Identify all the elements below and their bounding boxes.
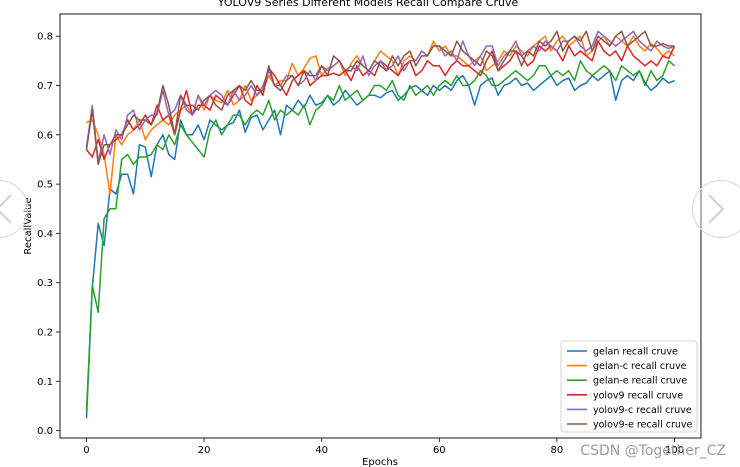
x-axis-label: Epochs xyxy=(362,457,398,467)
prev-nav-button[interactable] xyxy=(0,180,28,238)
x-tick-label: 80 xyxy=(551,445,564,456)
series-line xyxy=(85,69,675,419)
x-tick-label: 60 xyxy=(433,445,446,456)
y-tick-label: 0.7 xyxy=(37,81,53,92)
y-axis-label: RecallValue xyxy=(23,197,34,254)
series-lines xyxy=(85,30,676,419)
y-tick-label: 0.2 xyxy=(37,328,53,339)
y-tick-label: 0.3 xyxy=(37,278,53,289)
chevron-right-icon xyxy=(708,194,725,224)
chart-legend: gelan recall cruve gelan-c recall cruve ge… xyxy=(560,340,698,433)
series-line xyxy=(85,60,675,411)
chevron-left-icon xyxy=(0,194,12,224)
y-tick-label: 0.8 xyxy=(37,32,53,43)
series-line xyxy=(85,30,675,166)
x-tick-label: 100 xyxy=(665,445,684,456)
series-line xyxy=(85,40,676,161)
legend-box xyxy=(560,340,698,433)
legend-label: yolov9 recall cruve xyxy=(593,390,683,401)
legend-label: gelan recall cruve xyxy=(593,347,678,358)
x-tick-label: 40 xyxy=(315,445,328,456)
y-axis: 0.0 0.1 0.2 0.3 0.4 0.5 0.6 0.7 0.8 xyxy=(37,32,60,437)
legend-label: gelan-e recall cruve xyxy=(593,376,687,387)
next-nav-button[interactable] xyxy=(692,180,740,238)
x-tick-label: 20 xyxy=(198,445,211,456)
legend-label: gelan-c recall cruve xyxy=(593,361,687,372)
y-tick-label: 0.6 xyxy=(37,130,53,141)
chart-title: YOLOV9 Series Different Models Recall Co… xyxy=(217,0,519,9)
y-tick-label: 0.5 xyxy=(37,180,53,191)
legend-label: yolov9-e recall cruve xyxy=(593,420,693,431)
legend-label: yolov9-c recall cruve xyxy=(593,405,692,416)
series-line xyxy=(86,35,675,195)
watermark-text: CSDN @Together_CZ xyxy=(580,443,726,459)
y-tick-label: 0.4 xyxy=(37,229,53,240)
x-axis: 0 20 40 60 80 100 xyxy=(83,438,684,456)
series-line xyxy=(85,30,675,163)
x-tick-label: 0 xyxy=(83,445,89,456)
y-tick-label: 0.0 xyxy=(37,426,53,437)
y-tick-label: 0.1 xyxy=(37,377,53,388)
